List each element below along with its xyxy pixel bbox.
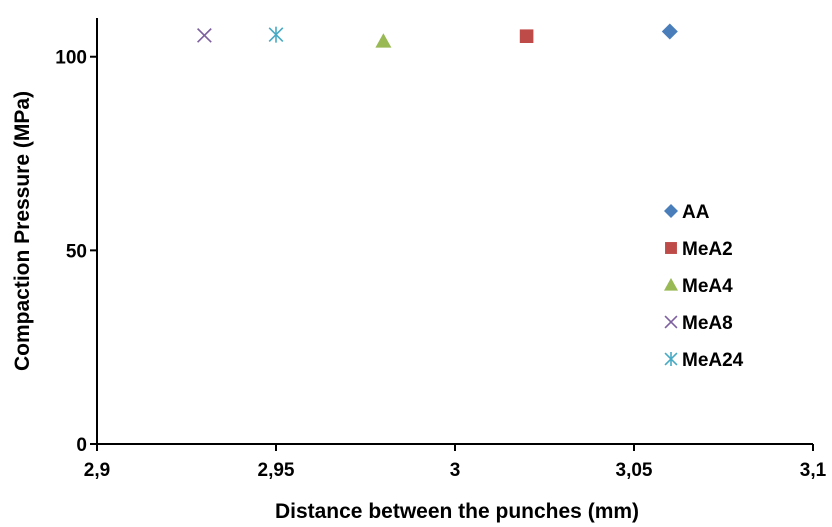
y-tick-label: 50 (66, 241, 87, 262)
data-point-mea8 (197, 28, 212, 43)
y-ticks: 0 50 100 (55, 48, 97, 456)
y-tick-label: 100 (55, 48, 87, 69)
axes (96, 18, 813, 445)
x-tick-label: 2,9 (84, 460, 110, 481)
legend-marker-mea8 (664, 315, 678, 329)
legend-label-mea2: MeA2 (682, 239, 733, 260)
legend-label-aa: AA (682, 202, 710, 223)
x-tick-label: 3,05 (616, 460, 653, 481)
legend-marker-aa (664, 204, 678, 218)
x-tick-label: 3,1 (800, 460, 827, 481)
legend-label-mea24: MeA24 (682, 350, 744, 371)
x-ticks: 2,9 2,95 3 3,05 3,1 (84, 444, 827, 481)
data-points (197, 23, 678, 48)
legend: AA MeA2 MeA4 MeA8 MeA24 (664, 202, 744, 371)
y-tick-label: 0 (76, 435, 87, 456)
legend-label-mea8: MeA8 (682, 313, 733, 334)
legend-marker-mea8-stroke (664, 315, 678, 329)
x-tick-label: 3 (450, 460, 461, 481)
data-point-mea8-stroke (197, 28, 212, 43)
data-point-mea2 (519, 29, 534, 44)
legend-marker-mea4 (664, 278, 678, 291)
data-point-mea24 (268, 26, 284, 43)
x-tick-label: 2,95 (258, 460, 295, 481)
data-point-aa (661, 23, 678, 40)
y-axis-title: Compaction Pressure (MPa) (11, 91, 34, 371)
data-point-mea4 (375, 33, 392, 48)
x-axis-title: Distance between the punches (mm) (275, 500, 639, 523)
legend-marker-mea24 (664, 352, 678, 366)
legend-label-mea4: MeA4 (682, 276, 733, 297)
legend-marker-mea2 (665, 242, 677, 254)
